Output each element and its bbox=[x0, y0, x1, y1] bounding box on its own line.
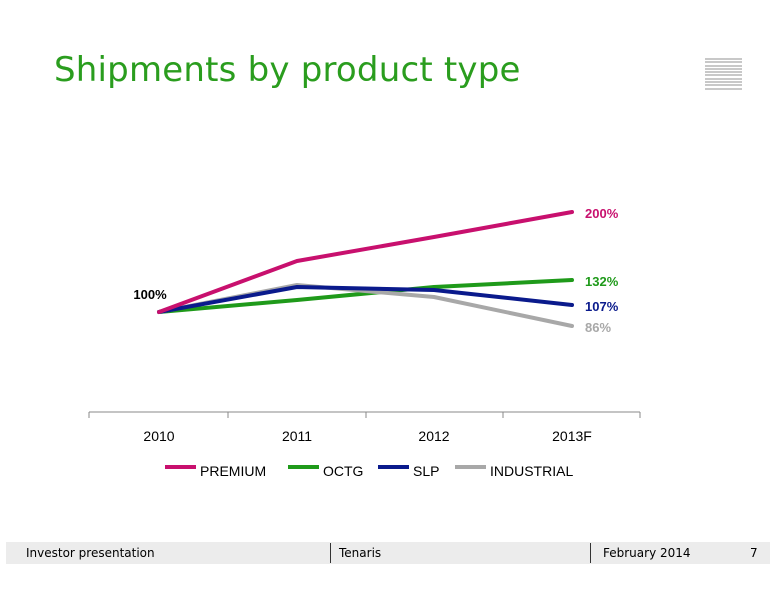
data-label: 132% bbox=[585, 274, 619, 289]
legend: PREMIUM OCTG SLP INDUSTRIAL bbox=[165, 463, 573, 479]
legend-label: INDUSTRIAL bbox=[490, 463, 573, 479]
page-title: Shipments by product type bbox=[54, 50, 521, 90]
x-tick-label: 2013F bbox=[552, 428, 592, 444]
legend-label: OCTG bbox=[323, 463, 363, 479]
legend-label: SLP bbox=[413, 463, 439, 479]
footer-center-text: Tenaris bbox=[339, 546, 382, 560]
footer-date: February 2014 bbox=[603, 546, 691, 560]
data-label: 86% bbox=[585, 320, 611, 335]
footer-divider bbox=[330, 543, 331, 563]
footer-left-text: Investor presentation bbox=[26, 546, 155, 560]
series-line-octg bbox=[157, 278, 574, 314]
x-axis: 2010 2011 2012 2013F bbox=[88, 411, 641, 444]
line-chart: 2010 2011 2012 2013F 100% 200% 132% 107% 86% PR… bbox=[88, 206, 641, 479]
data-label: 107% bbox=[585, 299, 619, 314]
x-tick-label: 2011 bbox=[282, 428, 312, 444]
data-label: 100% bbox=[133, 287, 167, 302]
data-label: 200% bbox=[585, 206, 619, 221]
footer-page-number: 7 bbox=[750, 546, 758, 560]
footer: Investor presentation Tenaris February 2… bbox=[6, 542, 770, 564]
logo-stripes-icon bbox=[705, 58, 742, 90]
series-line-slp bbox=[157, 285, 574, 314]
legend-label: PREMIUM bbox=[200, 463, 266, 479]
series-line-premium bbox=[157, 210, 574, 314]
x-tick-label: 2012 bbox=[418, 428, 449, 444]
series-lines bbox=[157, 210, 574, 328]
data-labels: 100% 200% 132% 107% 86% bbox=[133, 206, 618, 335]
footer-divider bbox=[590, 543, 591, 563]
x-tick-label: 2010 bbox=[143, 428, 174, 444]
